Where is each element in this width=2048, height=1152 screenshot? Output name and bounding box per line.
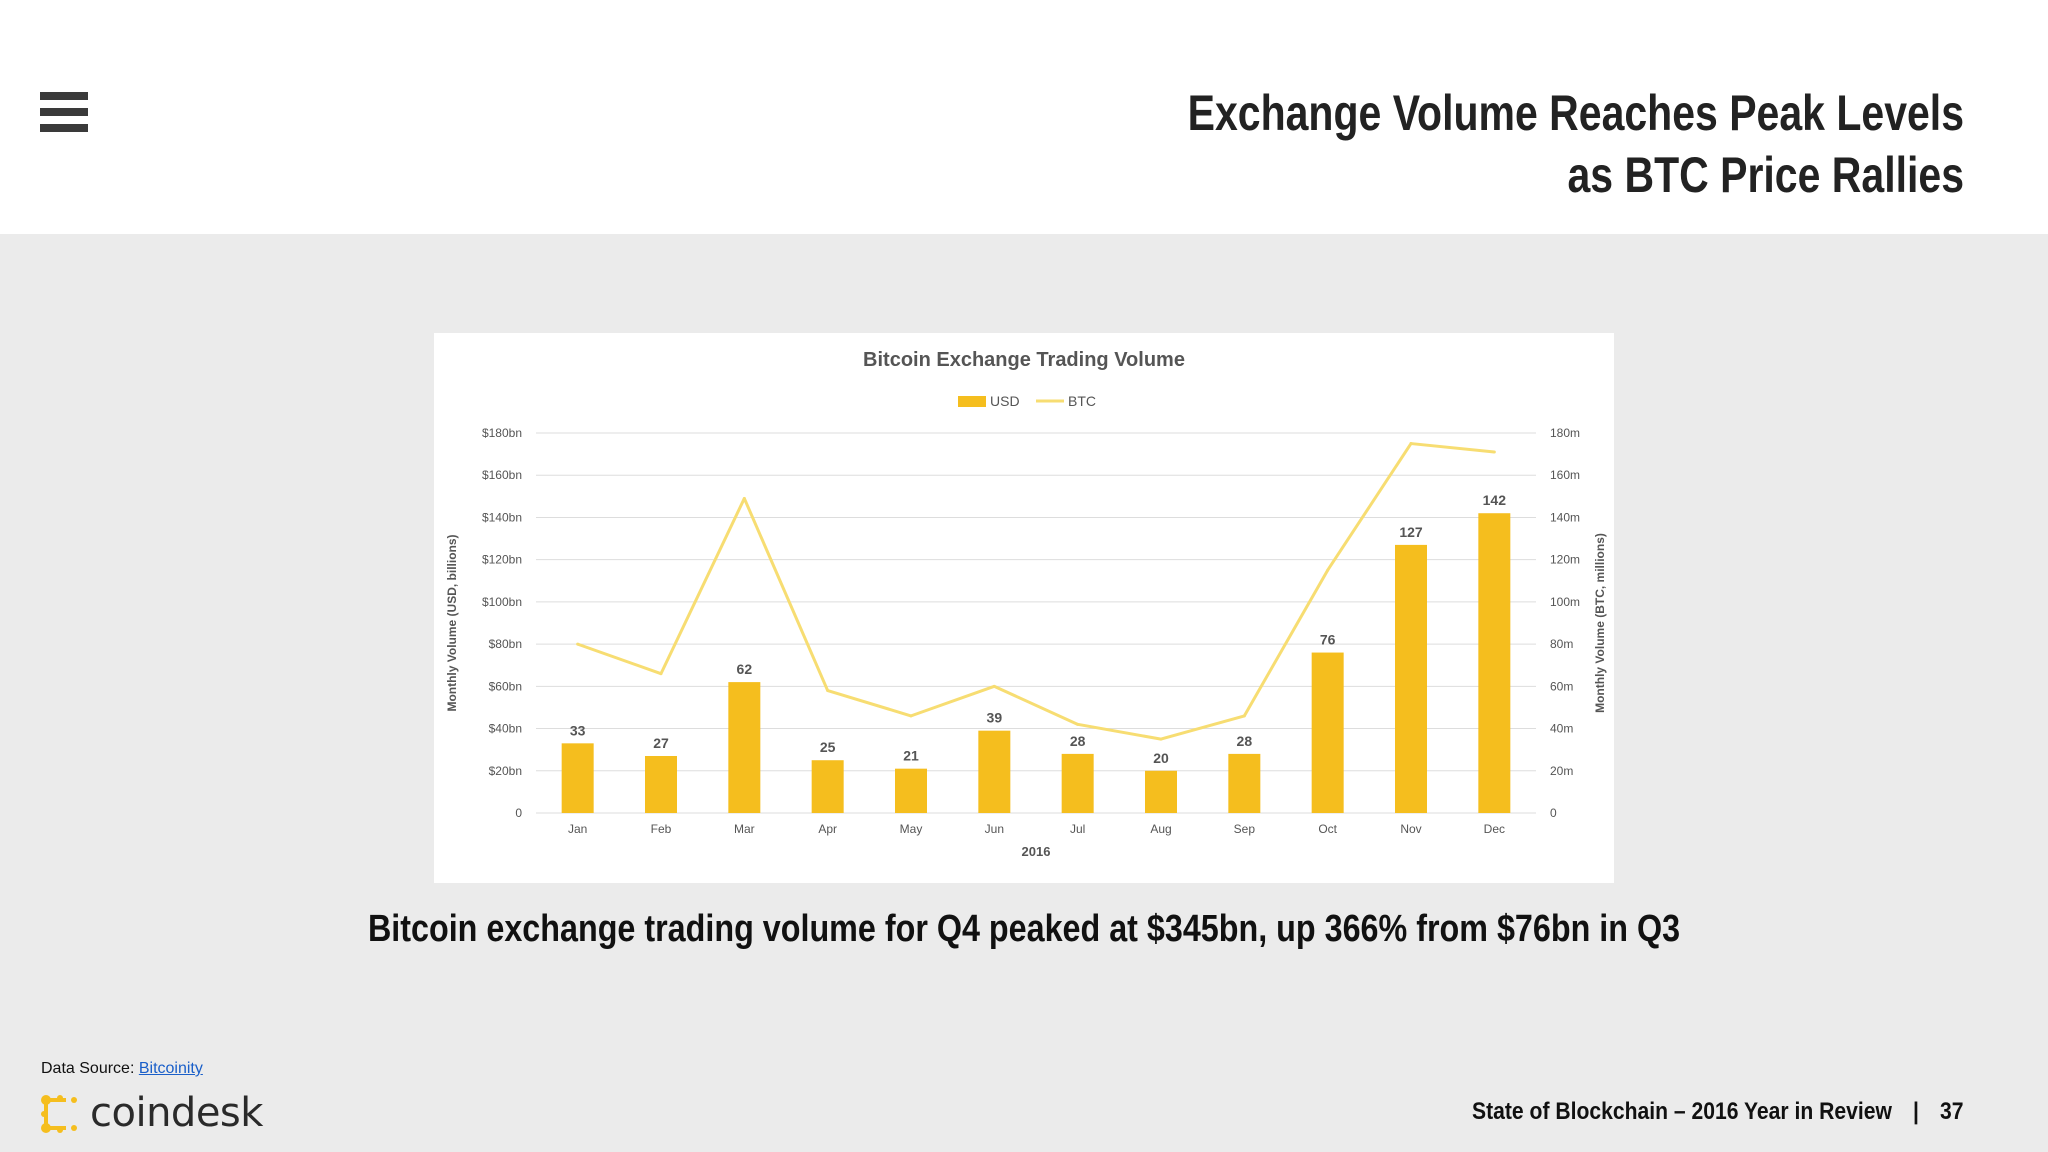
bar-usd-mar	[728, 682, 761, 813]
y2-tick-label: 160m	[1550, 468, 1580, 482]
chart-title: Bitcoin Exchange Trading Volume	[863, 349, 1185, 371]
x-tick-label: Oct	[1318, 822, 1337, 836]
bar-usd-sep	[1228, 753, 1261, 813]
y2-tick-label: 140m	[1550, 510, 1580, 524]
point-btc-nov	[1409, 442, 1413, 446]
x-tick-label: Jul	[1070, 822, 1085, 836]
line-btc	[577, 442, 1495, 741]
bar-usd-jul	[1061, 753, 1094, 813]
y-tick-label: $40bn	[489, 722, 522, 736]
bar-usd-nov	[1395, 544, 1427, 813]
y-tick-label: $160bn	[482, 468, 522, 482]
bar-usd-feb	[645, 756, 677, 813]
bar-value-label: 27	[653, 735, 669, 751]
data-source-label: Data Source:	[41, 1060, 135, 1077]
slide-title: Exchange Volume Reaches Peak Levels as B…	[1062, 82, 1964, 206]
chart-panel: Bitcoin Exchange Trading Volume USD BTC 0 0 $…	[434, 333, 1614, 883]
x-tick-label: Mar	[734, 822, 755, 836]
y2-tick-label: 80m	[1550, 637, 1573, 651]
bar-usd-jun	[978, 730, 1011, 813]
bar-usd-oct	[1311, 652, 1344, 813]
bar-usd-aug	[1145, 770, 1177, 813]
slide-title-line-2: as BTC Price Rallies	[1567, 147, 1964, 203]
chart-caption: Bitcoin exchange trading volume for Q4 p…	[367, 908, 1681, 950]
y2-tick-label: 60m	[1550, 679, 1573, 693]
x-tick-label: Apr	[818, 822, 837, 836]
bar-value-label: 28	[1070, 733, 1086, 749]
bar-value-label: 25	[820, 739, 836, 755]
data-source-link[interactable]: Bitcoinity	[138, 1060, 203, 1077]
y2-tick-label: 180m	[1550, 426, 1580, 440]
footer-separator: |	[1913, 1098, 1920, 1125]
bar-value-label: 28	[1237, 733, 1253, 749]
y2-axis-label: Monthly Volume (BTC, millions)	[1593, 533, 1607, 713]
x-tick-label: Jan	[568, 822, 587, 836]
slide-title-line-1: Exchange Volume Reaches Peak Levels	[1187, 85, 1964, 141]
bar-value-label: 127	[1399, 524, 1423, 540]
exchange-volume-chart: Bitcoin Exchange Trading Volume USD BTC 0 0 $…	[445, 349, 1607, 859]
x-tick-label: Jun	[985, 822, 1004, 836]
data-source: Data Source: Bitcoinity	[41, 1060, 203, 1078]
bar-value-label: 76	[1320, 632, 1336, 648]
point-btc-jul	[1076, 722, 1080, 726]
point-btc-jun	[992, 684, 996, 688]
y-tick-label: $180bn	[482, 426, 522, 440]
point-btc-mar	[742, 496, 746, 500]
y2-tick-label: 100m	[1550, 595, 1580, 609]
y-tick-label: $120bn	[482, 553, 522, 567]
bar-value-label: 62	[737, 661, 753, 677]
coindesk-logo: coindesk	[40, 1090, 263, 1136]
x-tick-label: Aug	[1150, 822, 1171, 836]
y2-tick-label: 20m	[1550, 764, 1573, 778]
point-btc-sep	[1242, 714, 1246, 718]
x-tick-label: Feb	[651, 822, 672, 836]
hamburger-menu-icon[interactable]	[40, 92, 88, 132]
bar-value-label: 39	[987, 710, 1003, 726]
bar-usd-apr	[811, 760, 844, 813]
point-btc-may	[909, 714, 913, 718]
point-btc-dec	[1492, 450, 1496, 454]
y-tick-label: $60bn	[489, 679, 522, 693]
y2-tick-label: 40m	[1550, 722, 1573, 736]
y-tick-label: $100bn	[482, 595, 522, 609]
point-btc-aug	[1159, 737, 1163, 741]
bar-usd-may	[895, 768, 927, 813]
y2-tick-label: 0	[1550, 806, 1557, 820]
report-footer: State of Blockchain – 2016 Year in Revie…	[1472, 1098, 1964, 1126]
point-btc-jan	[576, 642, 580, 646]
y-tick-label: $80bn	[489, 637, 522, 651]
x-tick-label: Sep	[1234, 822, 1256, 836]
y-tick-label: 0	[515, 806, 522, 820]
point-btc-feb	[659, 672, 663, 676]
y-tick-label: $140bn	[482, 510, 522, 524]
bar-value-label: 33	[570, 722, 586, 738]
point-btc-oct	[1326, 568, 1330, 572]
slide-header: Exchange Volume Reaches Peak Levels as B…	[0, 0, 2048, 234]
y2-tick-label: 120m	[1550, 553, 1580, 567]
x-tick-label: Nov	[1400, 822, 1421, 836]
bar-value-label: 21	[903, 748, 919, 764]
bar-value-label: 20	[1153, 750, 1169, 766]
legend-usd-label: USD	[990, 393, 1020, 409]
page-number: 37	[1940, 1098, 1964, 1125]
y-tick-label: $20bn	[489, 764, 522, 778]
bar-usd-jan	[561, 743, 594, 813]
legend-btc-label: BTC	[1068, 393, 1096, 409]
x-tick-label: May	[900, 822, 923, 836]
coindesk-logo-icon	[41, 1095, 77, 1133]
legend-usd-swatch	[958, 396, 986, 407]
report-title: State of Blockchain – 2016 Year in Revie…	[1472, 1098, 1893, 1125]
bar-usd-dec	[1478, 513, 1511, 813]
point-btc-apr	[826, 689, 830, 693]
x-tick-label: Dec	[1484, 822, 1505, 836]
coindesk-logo-text: coindesk	[90, 1090, 263, 1136]
bar-value-label: 142	[1483, 492, 1507, 508]
x-axis-label: 2016	[1022, 844, 1051, 859]
y-axis-label: Monthly Volume (USD, billions)	[445, 534, 459, 711]
